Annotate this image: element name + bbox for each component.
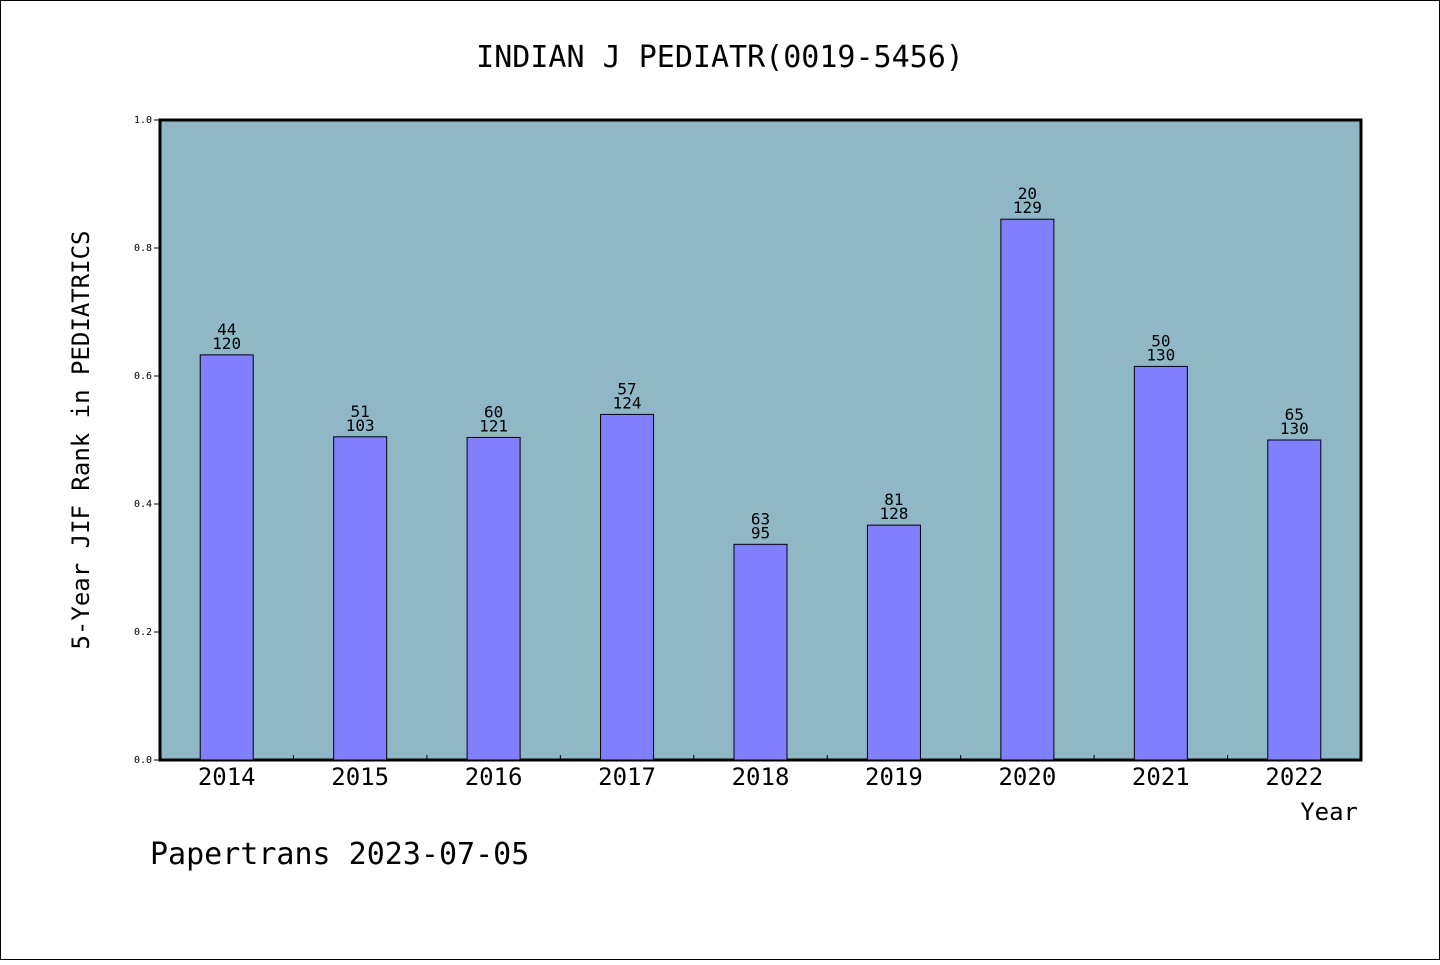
bar-2018 — [733, 543, 788, 761]
bar-label-top: 51 — [351, 402, 370, 421]
y-tick-label: 1.0 — [134, 115, 152, 126]
bar-label-bottom: 95 — [751, 523, 770, 542]
bars-group — [199, 218, 1322, 761]
bar-label-bottom: 121 — [479, 416, 508, 435]
y-tick-label: 0.4 — [134, 499, 152, 510]
y-tick-label: 0.0 — [134, 755, 152, 766]
chart-title: INDIAN J PEDIATR(0019-5456) — [476, 40, 964, 75]
bar-label-top: 44 — [217, 320, 236, 339]
x-tick-label: 2018 — [732, 763, 790, 791]
bar-label-top: 63 — [751, 509, 770, 528]
y-axis: 0.0 0.2 0.4 0.6 0.8 1.0 — [134, 115, 160, 766]
x-tick-label: 2017 — [598, 763, 656, 791]
y-tick-label: 0.6 — [134, 371, 152, 382]
bar-2017 — [600, 413, 655, 761]
bar-label-bottom: 103 — [346, 416, 375, 435]
y-tick-label: 0.2 — [134, 627, 152, 638]
x-tick-label: 2019 — [865, 763, 923, 791]
bar-label-bottom: 120 — [212, 334, 241, 353]
bar-label-top: 20 — [1018, 184, 1037, 203]
bar-label-bottom: 130 — [1280, 419, 1309, 438]
bar-label-top: 57 — [617, 379, 636, 398]
x-tick-label: 2021 — [1132, 763, 1190, 791]
y-axis-label: 5-Year JIF Rank in PEDIATRICS — [67, 230, 95, 649]
bar-label-top: 60 — [484, 402, 503, 421]
bar-2020 — [1000, 218, 1055, 761]
y-tick-label: 0.8 — [134, 243, 152, 254]
x-axis-label: Year — [1300, 798, 1358, 826]
bar-label-bottom: 129 — [1013, 198, 1042, 217]
x-tick-label: 2016 — [465, 763, 523, 791]
bar-label-top: 50 — [1151, 331, 1170, 350]
bar-2021 — [1133, 365, 1188, 761]
bar-label-bottom: 128 — [879, 504, 908, 523]
bar-2022 — [1267, 439, 1322, 761]
bar-label-top: 65 — [1285, 405, 1304, 424]
bar-label-bottom: 124 — [613, 393, 642, 412]
data-labels-group: 4412051103601215712463958112820129501306… — [212, 184, 1308, 542]
bar-2014 — [199, 354, 254, 761]
x-tick-label: 2022 — [1265, 763, 1323, 791]
bar-label-top: 81 — [884, 490, 903, 509]
bar-2015 — [333, 436, 388, 761]
x-tick-label: 2015 — [331, 763, 389, 791]
x-axis: 2014 2015 2016 2017 2018 2019 2020 2021 2022 — [198, 755, 1323, 791]
x-tick-label: 2014 — [198, 763, 256, 791]
x-tick-label: 2020 — [998, 763, 1056, 791]
bar-2016 — [466, 436, 521, 761]
footer-text: Papertrans 2023-07-05 — [150, 837, 529, 872]
bar-label-bottom: 130 — [1146, 345, 1175, 364]
bar-2019 — [866, 524, 921, 761]
